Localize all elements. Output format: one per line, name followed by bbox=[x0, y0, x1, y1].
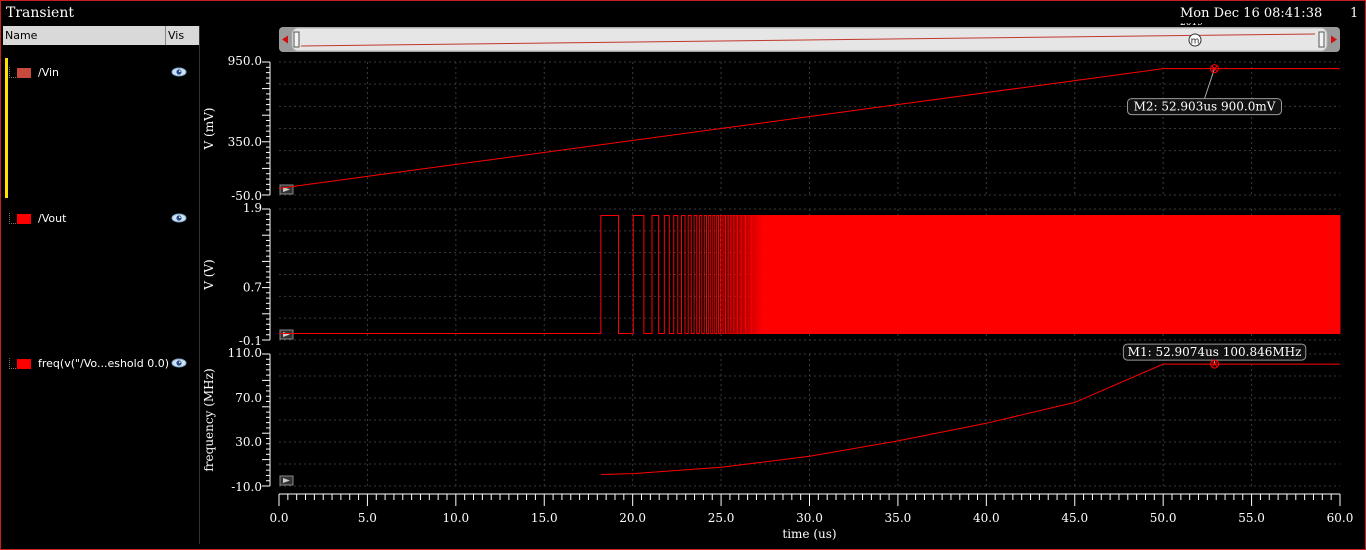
x-tick-label: 55.0 bbox=[1238, 511, 1265, 525]
x-tick-label: 50.0 bbox=[1150, 511, 1177, 525]
marker-0[interactable]: M2: 52.903us 900.0mV bbox=[1128, 65, 1282, 115]
y-axis-label: V (mV) bbox=[202, 108, 216, 151]
x-tick-label: 10.0 bbox=[442, 511, 469, 525]
x-tick-label: 60.0 bbox=[1327, 511, 1354, 525]
x-axis-label: time (us) bbox=[782, 527, 836, 541]
x-tick-label: 25.0 bbox=[708, 511, 735, 525]
x-tick-label: 30.0 bbox=[796, 511, 823, 525]
y-axis-label: V (V) bbox=[202, 259, 216, 291]
x-tick-label: 0.0 bbox=[269, 511, 288, 525]
y-tick-label: 950.0 bbox=[228, 54, 262, 68]
marker-label: M1: 52.9074us 100.846MHz bbox=[1128, 345, 1302, 359]
y-tick-label: 110.0 bbox=[228, 346, 262, 360]
x-tick-label: 5.0 bbox=[358, 511, 377, 525]
y-tick-label: 0.7 bbox=[243, 281, 262, 295]
y-axis-label: frequency (MHz) bbox=[202, 368, 216, 471]
y-tick-label: 350.0 bbox=[228, 135, 262, 149]
y-tick-label: 1.9 bbox=[243, 201, 262, 215]
x-tick-label: 20.0 bbox=[619, 511, 646, 525]
marker-label: M2: 52.903us 900.0mV bbox=[1134, 100, 1276, 114]
x-tick-label: 15.0 bbox=[531, 511, 558, 525]
y-tick-label: 70.0 bbox=[235, 391, 262, 405]
x-tick-label: 40.0 bbox=[973, 511, 1000, 525]
trace-freq-v-vo-eshold-0-0- bbox=[601, 364, 1340, 474]
y-tick-label: 30.0 bbox=[235, 435, 262, 449]
x-tick-label: 45.0 bbox=[1061, 511, 1088, 525]
trace--vout bbox=[279, 216, 1340, 334]
y-tick-label: -10.0 bbox=[231, 480, 262, 494]
x-tick-label: 35.0 bbox=[885, 511, 912, 525]
